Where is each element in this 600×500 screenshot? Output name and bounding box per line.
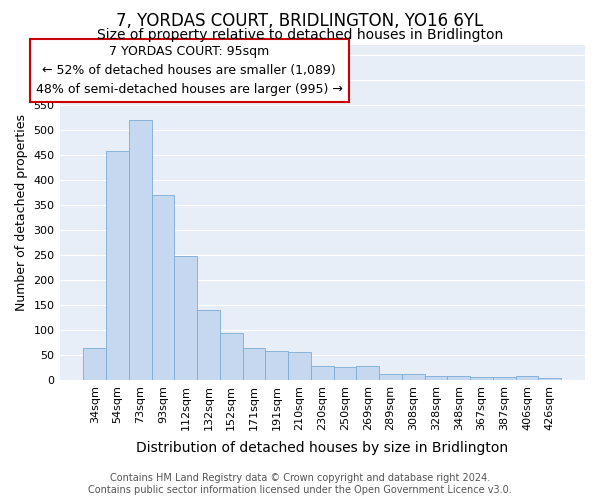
Text: 7 YORDAS COURT: 95sqm
← 52% of detached houses are smaller (1,089)
48% of semi-d: 7 YORDAS COURT: 95sqm ← 52% of detached … <box>36 45 343 96</box>
Bar <box>83 348 106 380</box>
Bar <box>242 348 265 380</box>
Bar <box>311 366 334 380</box>
Bar <box>288 352 311 380</box>
Text: 7, YORDAS COURT, BRIDLINGTON, YO16 6YL: 7, YORDAS COURT, BRIDLINGTON, YO16 6YL <box>116 12 484 30</box>
Y-axis label: Number of detached properties: Number of detached properties <box>15 114 28 311</box>
Bar <box>334 367 356 380</box>
Bar <box>538 378 561 380</box>
X-axis label: Distribution of detached houses by size in Bridlington: Distribution of detached houses by size … <box>136 441 508 455</box>
Bar <box>106 152 129 380</box>
Bar <box>379 374 402 380</box>
Bar <box>197 310 220 380</box>
Bar <box>493 378 515 380</box>
Bar <box>220 333 242 380</box>
Bar <box>515 376 538 380</box>
Bar <box>129 120 152 380</box>
Bar <box>425 376 448 380</box>
Text: Size of property relative to detached houses in Bridlington: Size of property relative to detached ho… <box>97 28 503 42</box>
Bar <box>448 376 470 380</box>
Bar <box>402 374 425 380</box>
Bar <box>152 195 175 380</box>
Text: Contains HM Land Registry data © Crown copyright and database right 2024.
Contai: Contains HM Land Registry data © Crown c… <box>88 474 512 495</box>
Bar <box>470 378 493 380</box>
Bar <box>356 366 379 380</box>
Bar <box>175 256 197 380</box>
Bar <box>265 351 288 380</box>
